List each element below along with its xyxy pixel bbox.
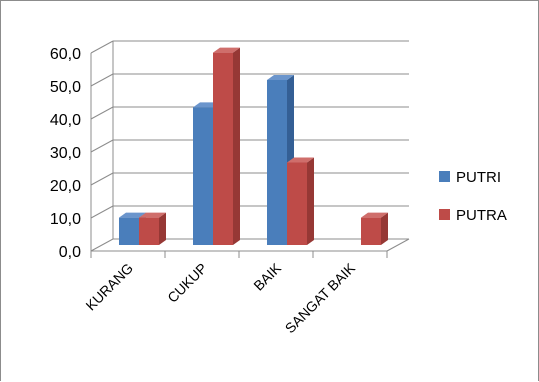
bar-top [139,212,166,218]
bar-side [159,212,166,245]
bar-side [381,212,388,245]
legend-label: PUTRA [456,207,507,224]
x-category-label: SANGAT BAIK [282,259,359,336]
bar-top [361,212,388,218]
bar [193,107,213,245]
bar-top [119,212,146,218]
floor-right-edge [386,238,410,252]
side-gridline [90,73,114,87]
y-tick-label: 40,0 [50,112,81,129]
legend-swatch [439,171,450,182]
bar-side [233,47,240,245]
bar-top [267,75,294,80]
y-tick-label: 60,0 [50,46,81,63]
legend-swatch [439,209,450,220]
side-gridline [90,106,114,120]
y-tick-label: 0,0 [59,244,81,261]
x-category-label: CUKUP [164,260,210,306]
bar-top [287,157,314,163]
bar-side [307,157,314,245]
side-gridline [90,40,114,54]
bars-layer [119,47,388,245]
bar [287,162,307,245]
side-gridline [90,139,114,153]
x-category-label: BAIK [250,259,284,293]
side-gridline [90,205,114,219]
y-tick-label: 20,0 [50,178,81,195]
bar [213,52,233,245]
grid-layer [90,40,410,258]
bar [361,217,381,245]
x-category-label: KURANG [82,260,136,314]
bar [267,80,287,245]
y-tick-label: 10,0 [50,211,81,228]
y-axis-ticks: 0,0 10,0 20,0 30,0 40,0 50,0 60,0 [50,46,81,261]
bar-top [213,47,240,53]
bar [139,217,159,245]
y-tick-label: 50,0 [50,79,81,96]
side-gridline [90,238,114,252]
bar [119,217,139,245]
side-gridline [90,172,114,186]
y-tick-label: 30,0 [50,145,81,162]
legend-label: PUTRI [456,169,501,186]
legend: PUTRI PUTRA [439,169,507,224]
